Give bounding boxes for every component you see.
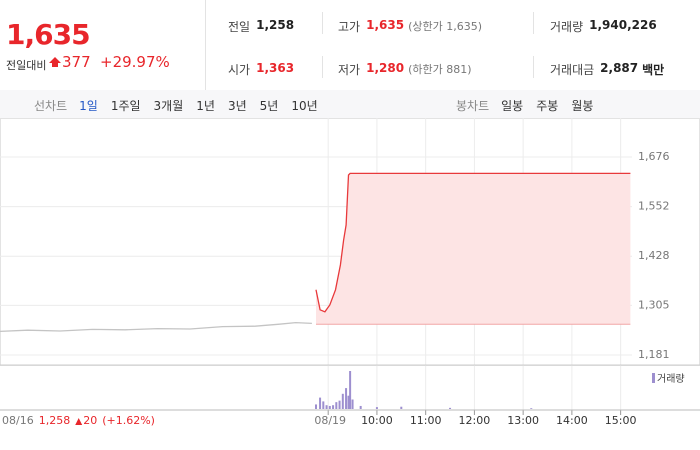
legend-label: 거래량 [657, 373, 685, 385]
volume-bar [530, 408, 533, 409]
volume-bar [349, 371, 352, 409]
y-tick-label: 1,676 [638, 150, 670, 163]
prev-day-change-pct: (+1.62%) [102, 414, 155, 427]
stat-value: 1,258 [256, 18, 295, 32]
stat-label: 거래량 [550, 20, 584, 34]
divider [533, 56, 534, 78]
volume-bar [359, 405, 362, 409]
volume-bar [328, 405, 331, 409]
volume-bar [351, 399, 354, 409]
tab-bar: 선차트 1일 1주일 3개월 1년 3년 5년 10년 봉차트 일봉 주봉 월봉 [0, 90, 700, 119]
stat-label: 전일 [228, 20, 251, 34]
volume-bar [345, 388, 348, 409]
y-tick-label: 1,428 [638, 249, 670, 262]
stat-note: (상한가 1,635) [408, 20, 482, 33]
x-tick-label: 10:00 [361, 414, 393, 427]
volume-bar [332, 405, 335, 409]
x-tick-label: 11:00 [410, 414, 442, 427]
up-arrow [49, 57, 61, 67]
y-tick-label: 1,552 [638, 200, 670, 213]
volume-bar [338, 400, 341, 409]
divider [322, 56, 323, 78]
volume-bar [375, 407, 378, 409]
tab[interactable]: 1년 [196, 99, 215, 113]
tab[interactable]: 월봉 [571, 99, 594, 113]
x-tick-label: 15:00 [605, 414, 637, 427]
prev-day-date: 08/16 [2, 414, 34, 427]
volume-bar [341, 393, 344, 409]
stat-value: 2,887 [600, 61, 639, 75]
tab[interactable]: 5년 [259, 99, 279, 113]
tab[interactable]: 주봉 [536, 99, 559, 113]
stat-label: 저가 [338, 63, 361, 77]
tab-group-label: 봉차트 [456, 99, 490, 113]
divider [322, 12, 323, 34]
volume-bar [322, 401, 325, 409]
tab[interactable]: 1일 [79, 99, 98, 113]
volume-bar [325, 405, 328, 409]
prev-day-change: 20 [83, 414, 97, 427]
stat-value: 1,280 [366, 61, 405, 75]
stat-label: 고가 [338, 20, 361, 34]
y-tick-label: 1,181 [638, 348, 670, 361]
line [315, 172, 631, 313]
tab[interactable]: 일봉 [501, 99, 524, 113]
stat-unit: 백만 [642, 63, 665, 77]
volume-bar [315, 404, 317, 409]
x-tick-label: 13:00 [507, 414, 539, 427]
tab[interactable]: 3년 [227, 99, 247, 113]
stat-label: 시가 [228, 63, 251, 77]
divider [533, 12, 534, 34]
change: 377 [62, 53, 91, 71]
x-tick-label: 08/19 [314, 414, 346, 427]
stat-value: 1,363 [256, 61, 295, 75]
tab[interactable]: 10년 [291, 99, 318, 113]
quote-header: 1,635 전일대비 377 +29.97% 전일 1,258 고가 1,635 (상한… [0, 0, 700, 91]
price: 1,635 [6, 18, 91, 51]
volume-bar [400, 406, 403, 409]
change-label: 전일대비 [6, 59, 47, 72]
change-pct: +29.97% [100, 53, 170, 71]
volume-bar [335, 402, 338, 409]
volume-bar [319, 397, 322, 409]
x-tick-label: 12:00 [459, 414, 491, 427]
y-tick-label: 1,305 [638, 298, 670, 311]
tab[interactable]: 1주일 [110, 99, 141, 113]
line [0, 321, 312, 333]
area-fill [316, 173, 631, 325]
x-tick-label: 14:00 [556, 414, 588, 427]
volume-bar [449, 407, 452, 409]
prev-day-close: 1,258 [39, 414, 71, 427]
legend-swatch [652, 373, 655, 383]
tab-group-label: 선차트 [34, 99, 68, 113]
stat-value: 1,635 [366, 18, 405, 32]
volume-bar [347, 395, 350, 409]
stat-label: 거래대금 [550, 63, 595, 77]
price-box: 1,635 전일대비 377 +29.97% [0, 0, 206, 90]
stat-note: (하한가 881) [408, 63, 472, 76]
up-triangle [75, 418, 83, 425]
tab[interactable]: 3개월 [153, 99, 184, 113]
stat-value: 1,940,226 [589, 18, 657, 32]
chart: 1,676 1,552 1,428 1,305 1,181 08/19 10:00 11:00… [0, 118, 700, 427]
